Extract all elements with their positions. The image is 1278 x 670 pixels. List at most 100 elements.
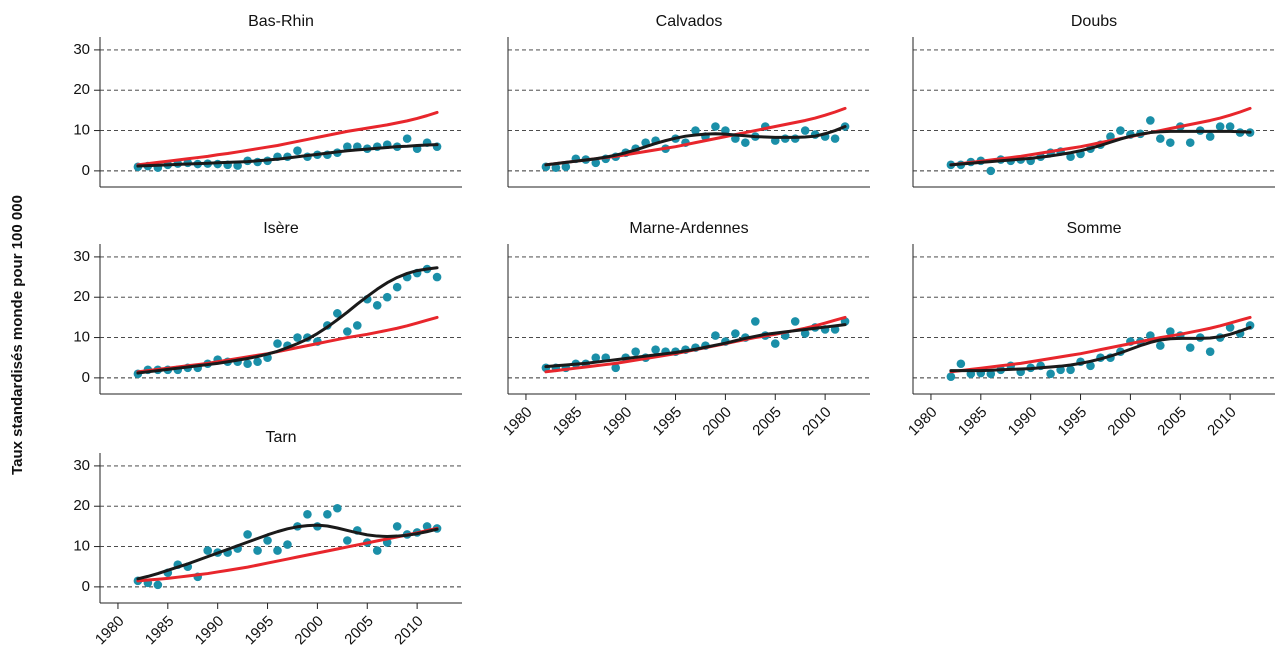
x-tick-label: 2005 (1154, 404, 1190, 440)
data-point (273, 339, 282, 348)
data-point (372, 300, 382, 310)
data-point (392, 282, 402, 292)
y-tick-label: 10 (73, 122, 90, 139)
data-point (323, 509, 332, 519)
y-tick-label: 20 (73, 288, 90, 305)
y-tick-label: 0 (82, 578, 90, 595)
x-tick-label: 2005 (749, 404, 785, 440)
data-point (153, 580, 163, 590)
data-point (1225, 122, 1235, 131)
data-point (1165, 327, 1175, 336)
x-tick-label: 2000 (1104, 404, 1140, 440)
data-point (691, 126, 700, 135)
x-tick-label: 1980 (92, 613, 128, 649)
trend-line (136, 110, 439, 167)
data-point (253, 546, 262, 555)
data-point (432, 272, 442, 282)
data-point (830, 134, 840, 143)
data-point (551, 163, 561, 172)
trend-line (544, 125, 847, 167)
data-point (203, 546, 213, 555)
data-point (352, 321, 362, 330)
x-tick-label: 1995 (242, 613, 278, 649)
x-tick-label: 1990 (1005, 404, 1041, 440)
x-tick-label: 1985 (142, 613, 178, 649)
data-point (741, 138, 750, 147)
data-point (1046, 369, 1055, 379)
panel-title: Tarn (265, 429, 296, 446)
x-tick-label: 1995 (1055, 404, 1091, 440)
data-point (343, 536, 352, 545)
x-tick-label: 1980 (500, 404, 536, 440)
y-tick-label: 30 (73, 457, 90, 474)
data-point (343, 142, 352, 151)
data-point (591, 353, 601, 363)
data-point (1165, 138, 1175, 147)
trend-line (136, 526, 439, 583)
data-point (1146, 116, 1155, 125)
data-point (1156, 134, 1165, 143)
data-point (402, 134, 412, 143)
data-point (1205, 347, 1215, 356)
data-point (382, 292, 392, 302)
x-tick-label: 2000 (291, 613, 327, 649)
data-point (800, 126, 810, 135)
y-tick-label: 0 (82, 369, 90, 386)
data-point (243, 359, 252, 369)
data-point (303, 509, 312, 519)
data-point (770, 339, 780, 348)
y-tick-label: 10 (73, 538, 90, 555)
data-point (800, 329, 810, 338)
data-point (343, 327, 352, 336)
data-point (1185, 343, 1195, 352)
data-point (273, 546, 282, 555)
data-point (711, 122, 720, 131)
data-point (283, 540, 292, 549)
x-tick-label: 1990 (600, 404, 636, 440)
trend-line (949, 315, 1252, 374)
data-point (1086, 361, 1095, 371)
trend-line (136, 266, 439, 375)
trend-line (136, 143, 439, 168)
x-tick-label: 1985 (550, 404, 586, 440)
data-point (711, 331, 720, 340)
data-point (591, 158, 601, 168)
data-point (333, 309, 342, 318)
y-tick-label: 0 (82, 162, 90, 179)
data-point (731, 329, 740, 338)
x-tick-label: 1995 (650, 404, 686, 440)
data-point (243, 530, 252, 539)
data-point (956, 359, 966, 369)
x-tick-label: 2010 (1204, 404, 1240, 440)
data-point (293, 146, 302, 156)
data-point (1066, 365, 1075, 375)
data-point (631, 347, 640, 356)
y-tick-label: 30 (73, 41, 90, 58)
x-tick-label: 2005 (341, 613, 377, 649)
trend-line (949, 325, 1252, 373)
data-point (1066, 152, 1075, 162)
data-point (372, 546, 382, 555)
y-tick-label: 30 (73, 248, 90, 265)
panel-title: Doubs (1071, 13, 1117, 30)
trend-line (136, 523, 439, 581)
x-tick-label: 1990 (192, 613, 228, 649)
data-point (790, 317, 800, 326)
data-point (1185, 138, 1195, 147)
y-tick-label: 10 (73, 329, 90, 346)
data-point (263, 536, 272, 545)
trend-line (949, 106, 1252, 167)
trend-line (544, 323, 847, 369)
y-tick-label: 20 (73, 81, 90, 98)
data-point (253, 357, 262, 367)
panel: Tarn 0 10 20 30 1980 1985 1990 1995 2000 2005 2010 (73, 429, 462, 648)
trend-line (949, 129, 1252, 167)
x-tick-label: 1985 (955, 404, 991, 440)
panel-title: Bas-Rhin (248, 13, 314, 30)
y-tick-label: 20 (73, 497, 90, 514)
panel: Calvados (507, 13, 870, 188)
data-point (1225, 323, 1235, 332)
data-point (293, 333, 302, 342)
data-point (392, 522, 402, 531)
panel-title: Isère (263, 220, 299, 237)
